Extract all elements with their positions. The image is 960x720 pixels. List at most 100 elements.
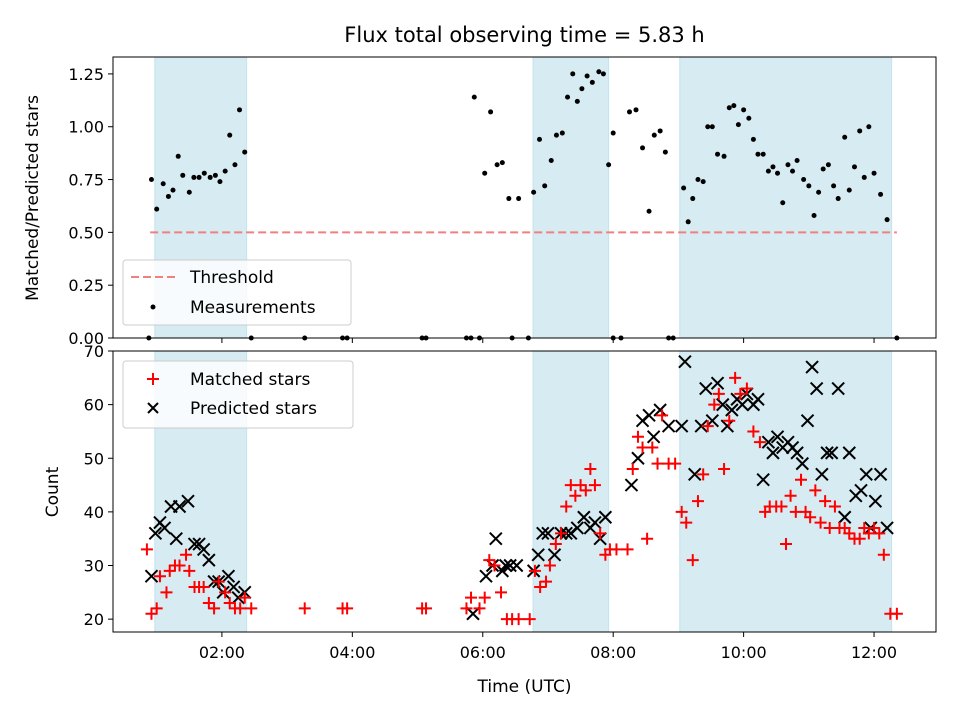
bottom-xlabel: Time (UTC) xyxy=(477,677,572,697)
matched-star-point xyxy=(245,602,258,615)
matched-star-point xyxy=(584,462,597,475)
matched-star-point xyxy=(631,430,644,443)
bottom-yticks: 20 30 40 50 60 70 xyxy=(84,342,113,629)
top-ytick-label: 0.75 xyxy=(68,171,104,190)
predicted-star-point xyxy=(624,478,639,492)
matched-star-point xyxy=(747,425,760,438)
predicted-star-point xyxy=(824,446,839,460)
matched-star-point xyxy=(223,597,236,610)
measurement-point xyxy=(709,124,715,130)
matched-star-point xyxy=(173,559,186,572)
matched-star-point xyxy=(718,462,731,475)
matched-star-point xyxy=(641,532,654,545)
matched-star-point xyxy=(621,543,634,556)
matched-star-point xyxy=(712,387,725,400)
predicted-star-point xyxy=(631,451,645,465)
measurement-point xyxy=(811,212,817,218)
predicted-star-point xyxy=(751,392,765,406)
predicted-star-point xyxy=(479,569,493,583)
matched-star-point xyxy=(465,591,478,604)
predicted-star-point xyxy=(854,483,868,498)
top-ytick-label: 0.50 xyxy=(68,223,104,242)
predicted-star-point xyxy=(646,430,661,444)
predicted-star-point xyxy=(800,414,815,428)
legend-threshold-label: Threshold xyxy=(189,268,274,288)
measurement-point xyxy=(610,130,616,136)
bottom-xtick-label: 08:00 xyxy=(590,643,636,662)
measurement-point xyxy=(878,191,884,197)
predicted-star-point xyxy=(805,360,819,374)
matched-star-point xyxy=(234,602,247,615)
matched-star-point xyxy=(701,420,714,433)
matched-star-point xyxy=(651,457,664,470)
matched-star-point xyxy=(734,387,747,400)
top-legend: Threshold Measurements xyxy=(122,259,352,326)
measurement-point xyxy=(237,107,243,113)
bottom-xtick-label: 04:00 xyxy=(329,643,375,662)
measurement-point xyxy=(662,149,668,155)
predicted-star-point xyxy=(699,381,713,396)
matched-star-point xyxy=(740,382,753,395)
predicted-star-point xyxy=(716,397,730,412)
measurement-point xyxy=(731,103,737,109)
matched-star-point xyxy=(814,516,827,529)
matched-star-point xyxy=(523,613,536,626)
predicted-star-point xyxy=(837,510,852,524)
measurement-point xyxy=(801,177,807,183)
matched-star-point xyxy=(691,495,704,508)
predicted-star-point xyxy=(498,558,513,573)
measurement-point xyxy=(820,166,826,172)
shaded-window xyxy=(532,350,610,633)
matched-star-point xyxy=(478,591,491,604)
measurement-point xyxy=(201,170,207,176)
predicted-star-point xyxy=(735,397,750,412)
matched-star-point xyxy=(180,548,193,561)
shaded-window xyxy=(679,56,893,339)
measurement-point xyxy=(721,153,727,159)
predicted-star-point xyxy=(661,419,676,433)
predicted-star-point xyxy=(196,542,211,557)
bottom-ytick-label: 50 xyxy=(84,449,104,468)
predicted-star-point xyxy=(577,510,591,524)
measurement-point xyxy=(516,196,522,202)
measurement-point xyxy=(760,151,766,157)
matched-star-point xyxy=(697,468,710,481)
matched-star-point xyxy=(160,586,173,599)
matched-star-point xyxy=(804,511,817,524)
measurement-point xyxy=(559,130,565,136)
measurement-point xyxy=(816,189,822,195)
bottom-xtick-label: 10:00 xyxy=(721,643,767,662)
measurement-point xyxy=(499,160,505,166)
matched-star-point xyxy=(512,613,525,626)
predicted-star-point xyxy=(642,408,656,423)
matched-star-point xyxy=(868,521,881,534)
top-ytick-label: 1.25 xyxy=(68,65,104,84)
measurement-point xyxy=(589,79,595,85)
matched-star-point xyxy=(675,505,688,518)
matched-star-point xyxy=(862,527,875,540)
matched-star-point xyxy=(528,564,541,577)
measurement-point xyxy=(154,206,160,212)
predicted-star-point xyxy=(598,510,613,524)
predicted-star-point xyxy=(169,531,183,546)
measurement-point xyxy=(770,164,776,170)
matched-star-point xyxy=(753,436,766,449)
measurement-point xyxy=(705,124,711,130)
measurement-point xyxy=(651,132,657,138)
measurement-point xyxy=(207,174,213,180)
predicted-star-point xyxy=(720,419,735,433)
predicted-star-point xyxy=(809,381,824,396)
bottom-ytick-label: 60 xyxy=(84,396,104,415)
predicted-star-point xyxy=(880,521,894,535)
measurement-point xyxy=(700,179,706,185)
measurement-point xyxy=(681,185,687,191)
matched-star-point xyxy=(197,580,210,593)
top-yticks: 0.00 0.25 0.50 0.75 1.00 1.25 xyxy=(68,65,113,348)
matched-star-point xyxy=(420,602,433,615)
measurement-point xyxy=(191,174,197,180)
legend-predicted-marker xyxy=(147,402,159,414)
predicted-star-point xyxy=(859,467,873,482)
matched-star-point xyxy=(483,554,496,567)
predicted-star-point xyxy=(868,494,883,508)
measurement-point xyxy=(227,132,233,138)
